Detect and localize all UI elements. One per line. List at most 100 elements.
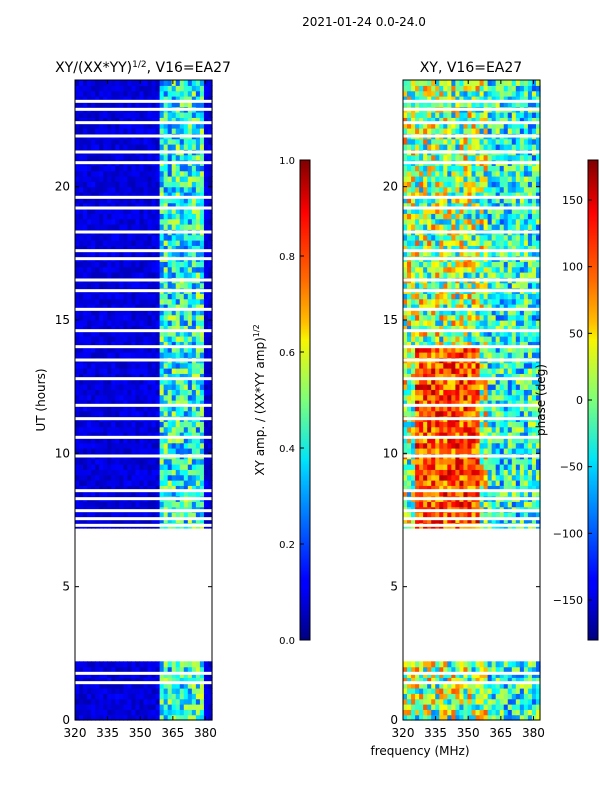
heatmap-cell xyxy=(183,714,189,721)
heatmap-cell xyxy=(503,704,509,710)
heatmap-cell xyxy=(83,373,88,380)
heatmap-cell xyxy=(483,341,489,348)
heatmap-cell xyxy=(491,373,497,380)
heatmap-cell xyxy=(447,693,452,700)
heatmap-cell xyxy=(459,458,465,465)
heatmap-cell xyxy=(103,101,108,108)
heatmap-cell xyxy=(95,154,100,161)
heatmap-cell xyxy=(527,437,533,444)
heatmap-cell xyxy=(79,394,84,401)
heatmap-cell xyxy=(131,378,137,385)
heatmap-cell xyxy=(199,144,205,150)
heatmap-cell xyxy=(167,666,173,673)
heatmap-cell xyxy=(467,389,473,396)
heatmap-cell xyxy=(463,394,469,401)
heatmap-cell xyxy=(171,309,177,316)
heatmap-cell xyxy=(495,378,501,385)
heatmap-cell xyxy=(479,512,485,518)
heatmap-cell xyxy=(203,400,209,406)
heatmap-cell xyxy=(443,672,448,678)
heatmap-cell xyxy=(187,272,193,278)
heatmap-cell xyxy=(447,421,452,428)
heatmap-cell xyxy=(439,693,444,700)
heatmap-cell xyxy=(439,368,444,374)
heatmap-cell xyxy=(75,458,80,465)
heatmap-cell xyxy=(87,437,92,444)
heatmap-cell xyxy=(419,437,424,444)
heatmap-cell xyxy=(79,501,84,508)
heatmap-cell xyxy=(507,437,513,444)
heatmap-cell xyxy=(507,421,513,428)
heatmap-cell xyxy=(187,512,193,518)
heatmap-cell xyxy=(187,469,193,476)
heatmap-cell xyxy=(119,293,124,300)
heatmap-cell xyxy=(443,490,448,497)
heatmap-cell xyxy=(523,474,529,481)
heatmap-cell xyxy=(151,469,157,476)
heatmap-cell xyxy=(435,426,440,433)
heatmap-cell xyxy=(135,346,141,353)
heatmap-cell xyxy=(447,677,452,684)
heatmap-cell xyxy=(507,373,513,380)
heatmap-cell xyxy=(139,282,145,289)
heatmap-cell xyxy=(147,368,153,374)
heatmap-cell xyxy=(175,320,181,326)
heatmap-cell xyxy=(119,458,124,465)
heatmap-cell xyxy=(527,474,533,481)
heatmap-cell xyxy=(415,704,420,710)
heatmap-cell xyxy=(179,261,185,268)
heatmap-cell xyxy=(143,480,149,486)
heatmap-cell xyxy=(499,410,505,417)
heatmap-cell xyxy=(191,272,197,278)
heatmap-cell xyxy=(183,320,189,326)
heatmap-cell xyxy=(439,432,444,438)
heatmap-cell xyxy=(151,490,157,497)
heatmap-cell xyxy=(455,352,461,358)
heatmap-cell xyxy=(83,330,88,337)
heatmap-cell xyxy=(199,304,205,310)
heatmap-cell xyxy=(403,682,408,689)
heatmap-cell xyxy=(419,432,424,438)
heatmap-cell xyxy=(107,682,112,689)
heatmap-cell xyxy=(139,213,145,220)
heatmap-cell xyxy=(483,448,489,454)
heatmap-cell xyxy=(459,709,465,716)
heatmap-cell xyxy=(527,373,533,380)
heatmap-cell xyxy=(183,672,189,678)
heatmap-cell xyxy=(171,117,177,124)
heatmap-cell xyxy=(111,325,116,332)
heatmap-cell xyxy=(199,469,205,476)
heatmap-cell xyxy=(75,421,80,428)
heatmap-cell xyxy=(407,432,412,438)
heatmap-cell xyxy=(471,661,477,668)
heatmap-cell xyxy=(535,666,541,673)
heatmap-cell xyxy=(507,474,513,481)
heatmap-cell xyxy=(83,400,88,406)
amplitude-heatmap xyxy=(75,80,213,721)
heatmap-cell xyxy=(123,448,128,454)
heatmap-cell xyxy=(123,154,128,161)
heatmap-cell xyxy=(407,448,412,454)
heatmap-cell xyxy=(147,688,153,694)
heatmap-cell xyxy=(479,661,485,668)
heatmap-cell xyxy=(447,352,452,358)
heatmap-cell xyxy=(159,432,165,438)
heatmap-cell xyxy=(75,378,80,385)
heatmap-cell xyxy=(99,458,104,465)
heatmap-cell xyxy=(431,336,436,342)
heatmap-cell xyxy=(131,512,137,518)
heatmap-cell xyxy=(131,181,137,188)
heatmap-cell xyxy=(195,309,201,316)
heatmap-cell xyxy=(419,394,424,401)
heatmap-cell xyxy=(87,240,92,246)
heatmap-cell xyxy=(171,442,177,449)
colorbar-tick-label: 0.4 xyxy=(279,444,295,455)
heatmap-cell xyxy=(459,320,465,326)
heatmap-cell xyxy=(523,394,529,401)
heatmap-cell xyxy=(99,128,104,134)
heatmap-cell xyxy=(483,442,489,449)
heatmap-cell xyxy=(183,448,189,454)
heatmap-cell xyxy=(447,384,452,390)
heatmap-cell xyxy=(167,128,173,134)
amplitude-colorbar-label: XY amp. / (XX*YY amp)1/2 xyxy=(252,324,267,475)
